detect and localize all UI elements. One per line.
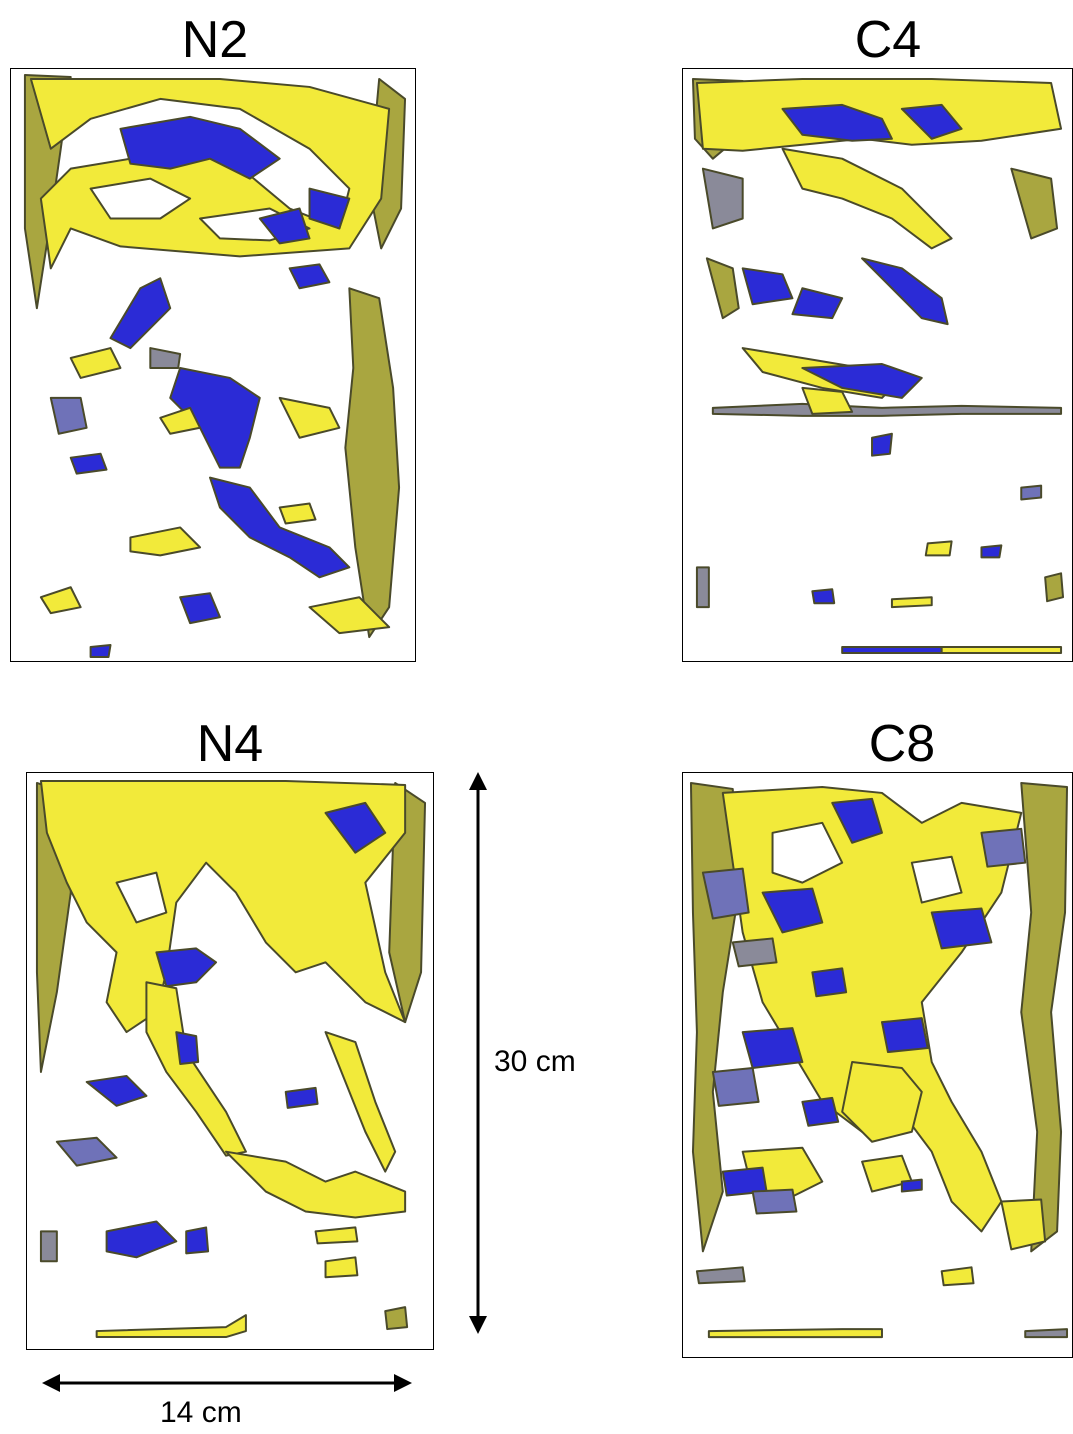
height-scale-label: 30 cm	[494, 1045, 576, 1078]
pore-network-image-n4	[35, 779, 427, 1339]
panel-title-c4: C4	[854, 11, 922, 69]
pore-network-image-c4	[691, 77, 1065, 655]
panel-title-c8: C8	[868, 715, 936, 773]
width-scale-label: 14 cm	[160, 1396, 242, 1429]
pore-network-image-c8	[689, 781, 1069, 1339]
panel-title-n4: N4	[196, 715, 264, 773]
panel-title-n2: N2	[181, 11, 249, 69]
pore-network-image-n2	[23, 73, 407, 659]
tomography-panel-n4	[26, 772, 434, 1350]
tomography-panel-c8	[682, 772, 1073, 1358]
width-scale-arrow	[42, 1374, 412, 1392]
tomography-panel-n2	[10, 68, 416, 662]
tomography-panel-c4	[682, 68, 1073, 662]
height-scale-arrow	[469, 772, 487, 1334]
